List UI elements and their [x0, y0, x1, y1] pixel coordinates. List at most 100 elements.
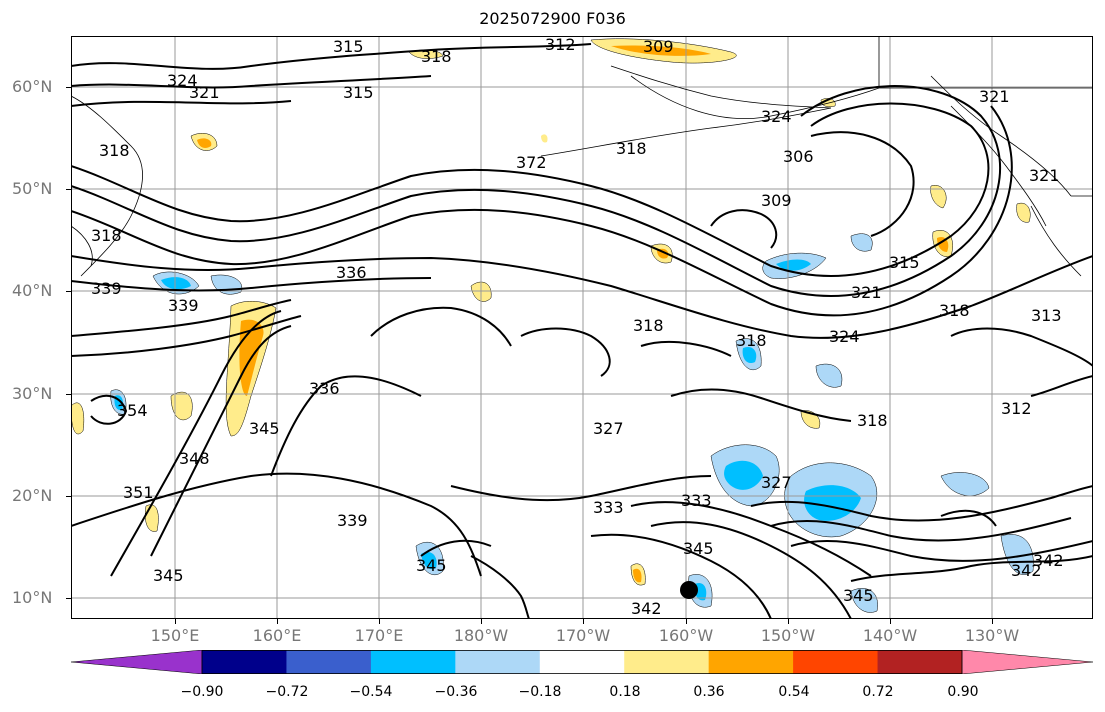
graticule	[71, 36, 1093, 619]
contour-label: 327	[761, 473, 792, 492]
lat-label-60n: 60°N	[12, 77, 53, 96]
lat-tick	[66, 394, 71, 395]
lat-label-10n: 10°N	[12, 588, 53, 607]
colorbar-tick-label: −0.90	[180, 684, 224, 700]
contour-label: 318	[616, 139, 647, 158]
colorbar-swatch	[793, 650, 879, 674]
contour-label: 321	[1029, 166, 1060, 185]
contour-label: 315	[333, 37, 364, 56]
map-panel: 315 318 312 309 324 321 315 318 321 324 …	[71, 36, 1093, 619]
contour-label: 321	[189, 83, 220, 102]
lon-tick	[481, 619, 482, 624]
contour-label: 318	[939, 301, 970, 320]
lon-label-130w: 130°W	[964, 626, 1020, 645]
contour-label: 315	[889, 253, 920, 272]
shading-layer	[71, 38, 1034, 613]
contour-label: 321	[851, 283, 882, 302]
contour-label: 336	[309, 379, 340, 398]
contour-label-layer: 315 318 312 309 324 321 315 318 321 324 …	[91, 36, 1064, 618]
colorbar-swatch	[370, 650, 456, 674]
lat-label-30n: 30°N	[12, 384, 53, 403]
colorbar-tick-label: 0.36	[693, 684, 725, 700]
lat-label-20n: 20°N	[12, 486, 53, 505]
contour-label: 372	[516, 153, 547, 172]
colorbar	[71, 650, 1093, 674]
contour-label: 345	[416, 556, 447, 575]
lon-tick	[992, 619, 993, 624]
lon-label-140w: 140°W	[862, 626, 918, 645]
contour-label: 348	[179, 449, 210, 468]
colorbar-swatch	[624, 650, 710, 674]
lat-label-40n: 40°N	[12, 281, 53, 300]
lat-tick	[66, 496, 71, 497]
lon-label-150w: 150°W	[760, 626, 816, 645]
colorbar-swatch	[708, 650, 794, 674]
lat-tick	[66, 189, 71, 190]
contour-label: 324	[167, 71, 198, 90]
lon-tick	[175, 619, 176, 624]
colorbar-extend-low	[71, 650, 203, 674]
contour-lines	[71, 43, 1093, 619]
contour-label: 324	[829, 327, 860, 346]
contour-label: 345	[249, 419, 280, 438]
colorbar-tick-label: −0.54	[349, 684, 393, 700]
contour-label: 306	[783, 147, 814, 166]
contour-label: 312	[545, 36, 576, 54]
contour-label: 345	[843, 586, 874, 605]
lon-label-170w: 170°W	[555, 626, 611, 645]
lon-tick	[277, 619, 278, 624]
colorbar-tick-label: 0.90	[947, 684, 979, 700]
colorbar-swatch	[202, 650, 287, 674]
lon-tick	[379, 619, 380, 624]
lon-label-160w: 160°W	[658, 626, 714, 645]
contour-label: 318	[633, 316, 664, 335]
colorbar-tick-label: 0.54	[778, 684, 810, 700]
colorbar-tick-label: −0.18	[518, 684, 562, 700]
contour-label: 318	[857, 411, 888, 430]
colorbar-tick-label: −0.72	[265, 684, 309, 700]
contour-label: 339	[168, 296, 199, 315]
contour-label: 333	[681, 491, 712, 510]
lon-tick	[686, 619, 687, 624]
lat-label-50n: 50°N	[12, 179, 53, 198]
storm-center-marker	[680, 581, 698, 599]
contour-label: 345	[683, 539, 714, 558]
colorbar-swatch	[455, 650, 541, 674]
contour-label: 313	[1031, 306, 1062, 325]
colorbar-swatch	[877, 650, 963, 674]
colorbar-swatch	[539, 650, 625, 674]
contour-label: 339	[91, 279, 122, 298]
colorbar-outline	[201, 650, 963, 674]
colorbar-swatch	[286, 650, 372, 674]
contour-label: 351	[123, 483, 154, 502]
lat-tick	[66, 291, 71, 292]
contour-label: 342	[631, 599, 662, 618]
contour-label: 318	[421, 47, 452, 66]
contour-label: 309	[643, 37, 674, 56]
map-title: 2025072900 F036	[479, 9, 626, 28]
lat-tick	[66, 87, 71, 88]
contour-label: 315	[343, 83, 374, 102]
lon-tick	[583, 619, 584, 624]
lon-label-150e: 150°E	[150, 626, 200, 645]
colorbar-extend-high	[961, 650, 1093, 674]
colorbar-tick-label: 0.18	[609, 684, 641, 700]
colorbar-tick-label: 0.72	[862, 684, 894, 700]
lon-label-170e: 170°E	[354, 626, 404, 645]
contour-label: 342	[1011, 561, 1042, 580]
contour-label: 336	[336, 263, 367, 282]
lon-label-180w: 180°W	[453, 626, 509, 645]
contour-label: 354	[117, 401, 148, 420]
contour-label: 318	[99, 141, 130, 160]
contour-label: 309	[761, 191, 792, 210]
contour-label: 345	[153, 566, 184, 585]
lon-label-160e: 160°E	[252, 626, 302, 645]
colorbar-tick-label: −0.36	[434, 684, 478, 700]
map-svg: 315 318 312 309 324 321 315 318 321 324 …	[71, 36, 1093, 619]
contour-label: 327	[593, 419, 624, 438]
contour-label: 318	[91, 226, 122, 245]
contour-label: 318	[736, 331, 767, 350]
contour-label: 333	[593, 498, 624, 517]
contour-label: 324	[761, 107, 792, 126]
lon-tick	[788, 619, 789, 624]
